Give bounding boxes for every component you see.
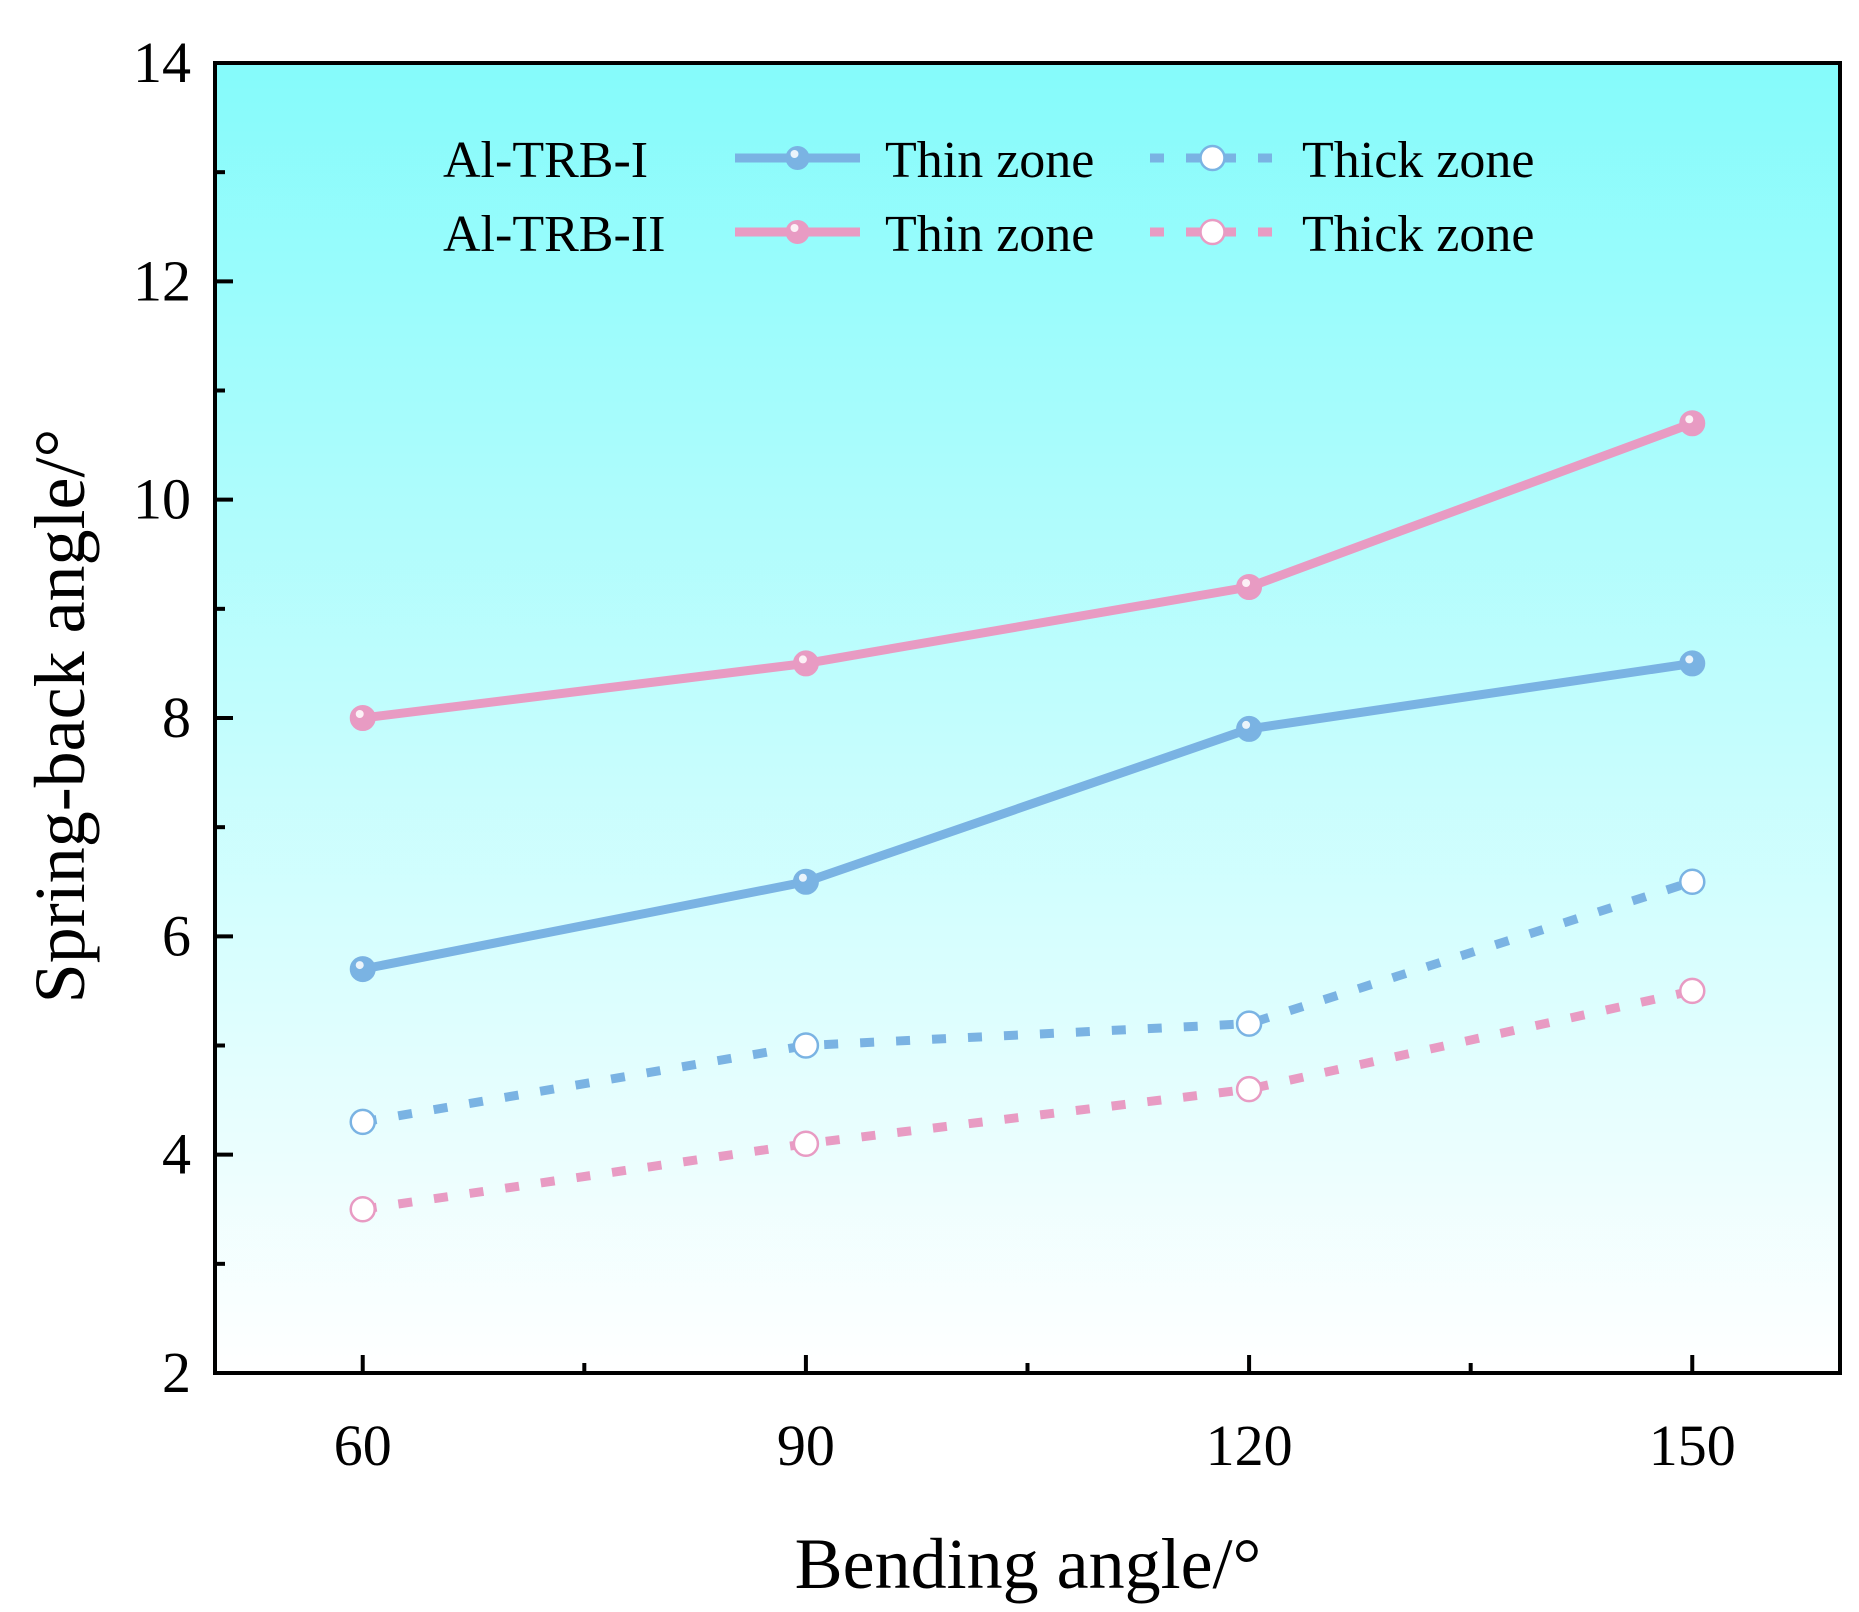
data-point-2-2 [1236,574,1263,600]
data-point-highlight [1685,415,1694,424]
series-1 [349,868,1706,1136]
data-point-highlight [1242,720,1251,729]
data-point-3-3 [1679,977,1706,1005]
y-tick-label-2: 2 [162,1340,191,1405]
series-line-1 [361,877,1694,1127]
y-tick-label-6: 6 [162,903,191,968]
tick-labels: 60 90 120 150 2 4 6 8 10 12 14 [133,30,1736,1478]
y-tick-label-10: 10 [133,467,191,532]
legend-swatch-marker [1199,218,1226,246]
x-axis-title: Bending angle/° [795,1524,1262,1604]
data-point-1-3 [1679,868,1706,895]
legend-swatch-highlight [790,224,799,232]
x-tick-label-150: 150 [1649,1413,1736,1478]
data-point-highlight [355,710,364,718]
legend-label-al-trb-ii-thick: Thick zone [1302,206,1534,263]
series-line-2 [362,419,1694,723]
data-point-highlight [1242,579,1251,587]
data-point-0-2 [1236,715,1263,742]
legend-swatch-marker [785,220,810,244]
x-tick-label-120: 120 [1206,1413,1293,1478]
x-tick-label-90: 90 [777,1413,835,1478]
y-tick-label-8: 8 [162,685,191,750]
plot-background [215,63,1840,1373]
y-axis-title: Spring-back angle/° [20,429,100,1004]
legend-group-label-al-trb-ii: Al-TRB-II [443,206,665,263]
data-point-2-1 [792,650,819,677]
y-tick-label-4: 4 [162,1122,191,1187]
y-tick-label-14: 14 [133,30,191,95]
series-line-0 [361,658,1693,974]
legend-label-al-trb-i-thick: Thick zone [1302,132,1534,189]
data-point-highlight [798,655,807,664]
data-point-1-0 [349,1108,376,1136]
series-2 [349,410,1706,731]
legend-label-al-trb-i-thin: Thin zone [885,132,1094,189]
data-point-2-3 [1679,410,1706,437]
series-layer [349,410,1706,1223]
data-point-3-0 [349,1196,376,1223]
data-point-highlight [798,873,807,882]
legend-label-al-trb-ii-thin: Thin zone [885,206,1094,263]
data-point-highlight [355,961,364,970]
legend-swatch-highlight [790,150,799,158]
data-point-1-2 [1235,1010,1263,1037]
data-point-1-1 [792,1032,820,1059]
data-point-2-0 [349,705,376,731]
series-3 [349,977,1706,1223]
legend-swatch-marker [1199,144,1226,172]
y-tick-label-12: 12 [133,248,191,313]
data-point-3-1 [792,1130,820,1157]
data-point-3-2 [1235,1075,1263,1103]
data-point-highlight [1685,655,1694,664]
legend-group-label-al-trb-i: Al-TRB-I [443,132,648,189]
x-tick-label-60: 60 [334,1413,392,1478]
legend-swatches [735,144,1275,246]
data-point-0-1 [792,868,819,895]
plot-frame [213,61,1842,1375]
legend-swatch-marker [785,146,810,170]
series-line-3 [362,986,1694,1214]
data-point-0-3 [1679,650,1706,677]
data-point-0-0 [349,956,376,983]
legend: Al-TRB-I Al-TRB-II Thin zone Thick zone … [443,132,1534,263]
series-0 [349,650,1706,983]
